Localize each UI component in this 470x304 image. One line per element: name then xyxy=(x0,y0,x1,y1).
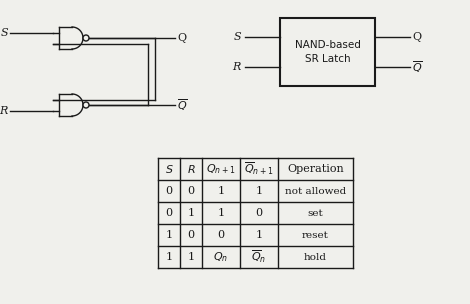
Text: 1: 1 xyxy=(255,230,263,240)
Text: 1: 1 xyxy=(165,252,172,262)
Text: 0: 0 xyxy=(165,186,172,196)
Text: R: R xyxy=(233,62,241,72)
Text: $\overline{Q}_n$: $\overline{Q}_n$ xyxy=(251,249,266,265)
Text: 1: 1 xyxy=(188,208,195,218)
Text: not allowed: not allowed xyxy=(285,186,346,195)
Text: S: S xyxy=(234,32,241,42)
Circle shape xyxy=(83,35,89,41)
Text: Operation: Operation xyxy=(287,164,344,174)
Text: 0: 0 xyxy=(218,230,225,240)
Text: NAND-based: NAND-based xyxy=(295,40,360,50)
Text: 1: 1 xyxy=(188,252,195,262)
Text: Q: Q xyxy=(412,32,421,42)
Text: Q: Q xyxy=(177,33,186,43)
Text: $S$: $S$ xyxy=(164,163,173,175)
Text: 1: 1 xyxy=(255,186,263,196)
Text: 0: 0 xyxy=(165,208,172,218)
Text: 0: 0 xyxy=(255,208,263,218)
Text: S: S xyxy=(0,27,8,37)
Text: $\overline{Q}_{n+1}$: $\overline{Q}_{n+1}$ xyxy=(244,161,274,177)
Text: reset: reset xyxy=(302,230,329,240)
Text: $\overline{Q}$: $\overline{Q}$ xyxy=(412,59,423,75)
Text: hold: hold xyxy=(304,253,327,261)
Text: 0: 0 xyxy=(188,230,195,240)
Text: $Q_n$: $Q_n$ xyxy=(213,250,228,264)
Bar xyxy=(280,18,375,86)
Text: 1: 1 xyxy=(218,186,225,196)
Text: $R$: $R$ xyxy=(187,163,196,175)
Text: SR Latch: SR Latch xyxy=(305,54,350,64)
Text: $Q_{n+1}$: $Q_{n+1}$ xyxy=(206,162,236,176)
Text: 0: 0 xyxy=(188,186,195,196)
Text: set: set xyxy=(308,209,323,217)
Text: 1: 1 xyxy=(165,230,172,240)
Text: R: R xyxy=(0,105,8,116)
Circle shape xyxy=(83,102,89,108)
Text: $\overline{Q}$: $\overline{Q}$ xyxy=(177,97,188,113)
Text: 1: 1 xyxy=(218,208,225,218)
